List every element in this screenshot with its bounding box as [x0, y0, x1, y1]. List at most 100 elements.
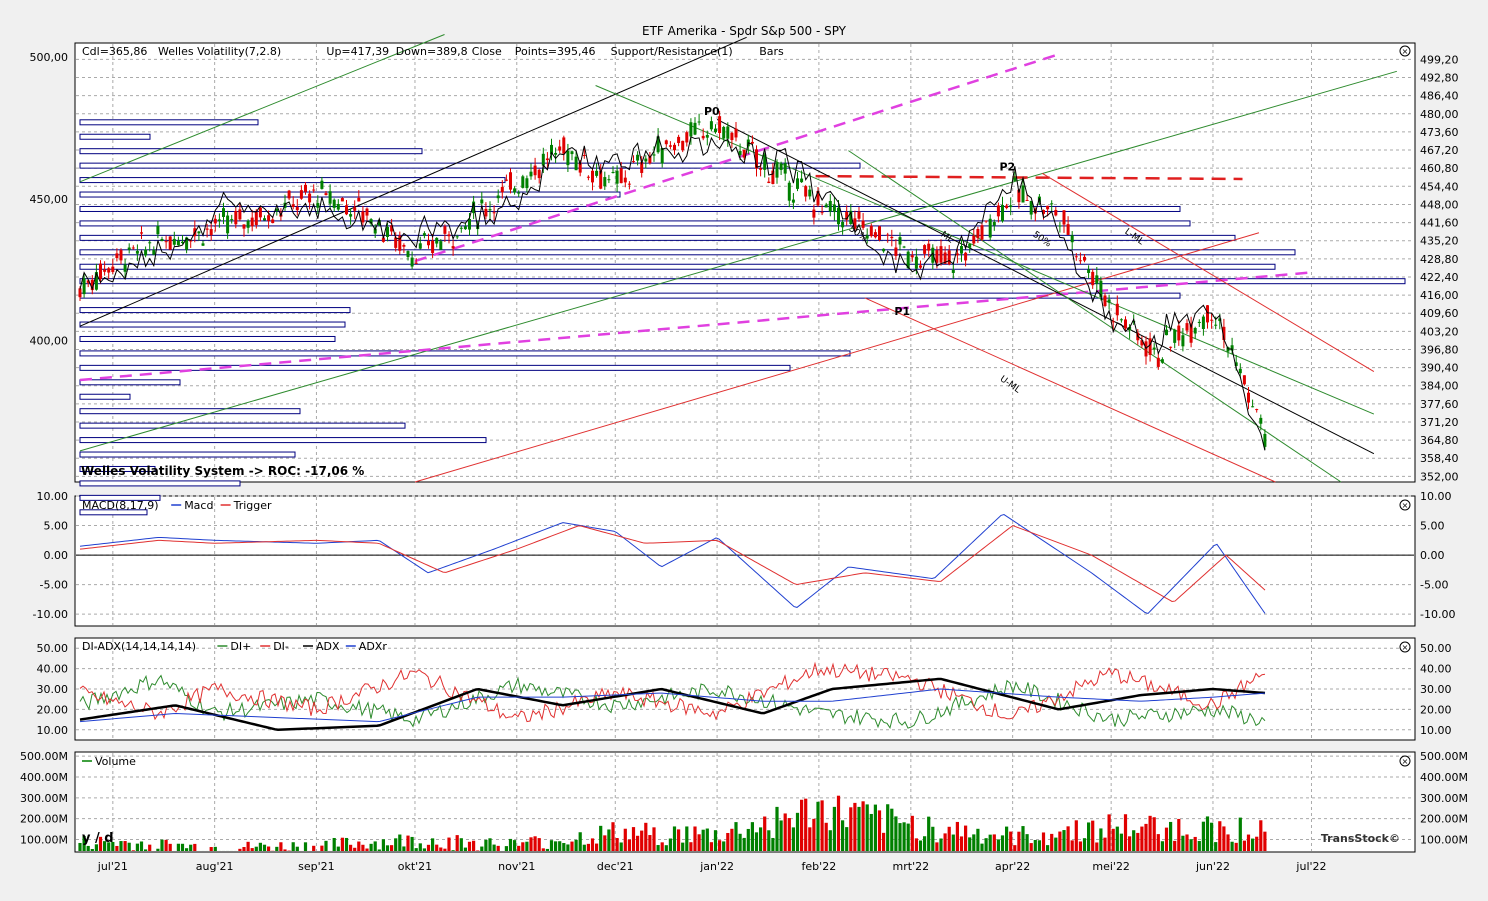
- candle-body: [710, 121, 713, 129]
- candle-body: [780, 164, 783, 170]
- candle-body: [935, 250, 938, 263]
- month-label: feb'22: [802, 860, 837, 873]
- price-tick-label: 499,20: [1420, 53, 1459, 66]
- volume-bar: [1034, 840, 1037, 851]
- volume-bar: [1067, 826, 1070, 851]
- candle-body: [882, 249, 885, 251]
- candle-body: [1026, 200, 1029, 201]
- svg-text:×: ×: [1402, 757, 1409, 766]
- macd-close-button[interactable]: ×: [1400, 500, 1410, 510]
- volume-bar: [1116, 827, 1119, 851]
- price-left-tick-label: 400,00: [30, 334, 69, 347]
- volume-bar: [91, 849, 94, 851]
- candle-body: [571, 151, 574, 154]
- indicator-right-tick-label: 50.00: [1420, 642, 1452, 655]
- volume-bar: [1124, 814, 1127, 851]
- volume-bar: [464, 848, 467, 851]
- candle-body: [468, 219, 471, 230]
- volume-bar: [948, 827, 951, 851]
- candle-body: [1173, 330, 1176, 343]
- candle-body: [177, 241, 180, 246]
- volume-bar: [628, 840, 631, 851]
- volume-bar: [1140, 827, 1143, 851]
- candle-body: [722, 127, 725, 139]
- candle-body: [669, 145, 672, 146]
- price-close-button[interactable]: ×: [1400, 46, 1410, 56]
- macd-legend-item: MACD(8,17,9): [82, 499, 159, 512]
- volume-bar: [935, 842, 938, 851]
- volume-bar: [939, 838, 942, 851]
- chart-title: ETF Amerika - Spdr S&p 500 - SPY: [642, 24, 847, 38]
- candle-body: [1255, 409, 1258, 410]
- volume-bar: [755, 832, 758, 851]
- volume-close-button[interactable]: ×: [1400, 756, 1410, 766]
- volume-bar: [681, 843, 684, 851]
- candle-body: [345, 205, 348, 214]
- volume-bar: [780, 820, 783, 851]
- candle-body: [714, 129, 717, 133]
- volume-bar: [599, 826, 602, 851]
- price-tick-label: 454,40: [1420, 180, 1459, 193]
- candle-body: [456, 236, 459, 237]
- candle-body: [386, 227, 389, 237]
- candle-body: [694, 123, 697, 135]
- price-tick-label: 403,20: [1420, 325, 1459, 338]
- volume-bar: [480, 847, 483, 851]
- volume-bar: [1251, 839, 1254, 851]
- volume-bar: [1128, 836, 1131, 851]
- candle-body: [296, 207, 299, 210]
- candle-body: [292, 204, 295, 207]
- support-resistance-bar: [80, 178, 505, 183]
- volume-bar: [976, 829, 979, 851]
- support-resistance-bar: [80, 481, 240, 486]
- volume-bar: [390, 845, 393, 851]
- indicator-left-tick-label: 10.00: [37, 724, 69, 737]
- candle-body: [341, 198, 344, 201]
- pivot-p2-label: P2: [1000, 160, 1016, 173]
- dmi-close-button[interactable]: ×: [1400, 642, 1410, 652]
- support-resistance-bar: [80, 438, 486, 443]
- candle-body: [107, 268, 110, 272]
- price-left-tick-label: 450,00: [30, 193, 69, 206]
- candle-body: [103, 270, 106, 272]
- candle-body: [858, 212, 861, 219]
- candle-body: [792, 200, 795, 203]
- candle-body: [1050, 203, 1053, 204]
- support-resistance-bar: [80, 221, 1190, 226]
- candle-body: [1247, 393, 1250, 403]
- volume-bar: [431, 838, 434, 851]
- volume-bar: [1132, 830, 1135, 851]
- month-label: jan'22: [699, 860, 734, 873]
- price-tick-label: 492,80: [1420, 72, 1459, 85]
- candle-body: [956, 253, 959, 255]
- pivot-p1-label: P1: [894, 305, 910, 318]
- volume-bar: [866, 804, 869, 851]
- price-tick-label: 480,00: [1420, 108, 1459, 121]
- volume-bar: [419, 843, 422, 851]
- volume-bar: [513, 840, 516, 851]
- candle-body: [607, 179, 610, 180]
- candle-body: [214, 219, 217, 224]
- volume-bar: [993, 834, 996, 851]
- volume-bar: [919, 840, 922, 851]
- volume-bar: [931, 827, 934, 851]
- candle-body: [730, 133, 733, 140]
- volume-bar: [505, 846, 508, 851]
- volume-bar: [792, 827, 795, 851]
- price-tick-label: 428,80: [1420, 253, 1459, 266]
- volume-bar: [251, 848, 254, 851]
- candle-body: [329, 191, 332, 204]
- month-label: aug'21: [196, 860, 234, 873]
- candle-body: [870, 226, 873, 236]
- indicator-right-tick-label: 10.00: [1420, 490, 1452, 503]
- volume-bar: [583, 845, 586, 851]
- candle-body: [788, 183, 791, 201]
- volume-bar: [509, 839, 512, 851]
- volume-bar: [1075, 820, 1078, 851]
- volume-bar: [1112, 829, 1115, 851]
- volume-bar: [488, 838, 491, 851]
- volume-bar: [538, 838, 541, 851]
- candle-body: [140, 232, 143, 233]
- candle-body: [759, 168, 762, 169]
- price-tick-label: 390,40: [1420, 362, 1459, 375]
